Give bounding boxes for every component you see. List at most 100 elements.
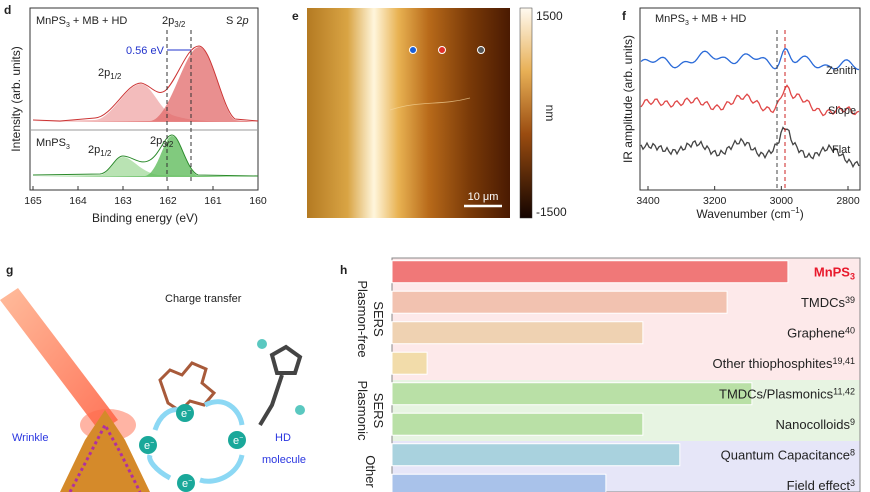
text-part: 3 xyxy=(66,22,70,29)
spectrum xyxy=(640,126,860,169)
plot-frame xyxy=(639,7,861,191)
afm-feature xyxy=(389,97,471,111)
electron xyxy=(139,436,157,454)
spectra xyxy=(640,47,860,169)
x-tick-label: 3400 xyxy=(636,195,660,207)
text-part: 3/2 xyxy=(162,140,174,149)
probe-point xyxy=(438,46,446,54)
text-part: 39 xyxy=(845,295,855,305)
label: HD xyxy=(275,432,291,444)
x-tick-label: 3200 xyxy=(703,195,727,207)
bar xyxy=(391,321,644,345)
panel-letter: h xyxy=(340,263,347,277)
fit-peak xyxy=(33,47,258,122)
category-label: TMDCs39 xyxy=(801,295,855,310)
x-tick-label: 164 xyxy=(69,195,87,207)
text-part: 3/2 xyxy=(174,20,186,29)
text-part: − xyxy=(187,408,191,415)
category-label: Nanocolloids9 xyxy=(776,417,855,432)
electron xyxy=(228,431,246,449)
text-part: TMDCs xyxy=(801,295,846,310)
colorbar-max: 1500 xyxy=(536,9,563,23)
panel-letter: g xyxy=(6,263,13,277)
electron xyxy=(176,404,194,422)
text-part: ) xyxy=(800,207,804,221)
text-part: 40 xyxy=(845,326,855,336)
text-part: −1 xyxy=(791,206,801,215)
panel-letter: f xyxy=(622,9,627,23)
group-label: SERS xyxy=(371,301,386,337)
core-label: S 2p xyxy=(226,15,249,27)
group-label: SERS xyxy=(371,393,386,429)
sample-label: MnPS3 xyxy=(36,137,70,151)
text-part: e xyxy=(181,408,187,420)
electron xyxy=(177,474,195,492)
hd-molecule xyxy=(258,344,303,427)
x-ticks: 165 164 163 162 161 160 xyxy=(24,186,267,207)
peak-label: 2p1/2 xyxy=(88,144,112,158)
trace-label: Zenith xyxy=(826,65,857,77)
label: molecule xyxy=(262,454,306,466)
text-part: Quantum Capacitance xyxy=(721,448,850,463)
panel-letter: e xyxy=(292,9,299,23)
electron-label: e− xyxy=(181,408,191,420)
probe-point xyxy=(477,46,485,54)
text-part: 1/2 xyxy=(100,149,112,158)
bar xyxy=(391,351,428,375)
text-part: 3 xyxy=(685,20,689,27)
text-part: S 2 xyxy=(226,15,243,27)
bar xyxy=(391,412,644,436)
text-part: 11,42 xyxy=(833,387,855,397)
text-part: − xyxy=(188,478,192,485)
text-part: 2p xyxy=(98,67,110,79)
text-part: Nanocolloids xyxy=(776,417,851,432)
category-label: Other thiophosphites19,41 xyxy=(713,356,856,371)
group-label: Plasmonic xyxy=(355,381,370,441)
text-part: TMDCs/Plasmonics xyxy=(719,387,834,402)
text-part: e xyxy=(182,478,188,490)
text-part: Field effect xyxy=(787,478,851,492)
sample-label: MnPS3 + MB + HD xyxy=(36,15,127,29)
x-axis-label: Wavenumber (cm−1) xyxy=(696,206,803,221)
text-part: 19,41 xyxy=(832,356,855,366)
peak-label: 2p3/2 xyxy=(150,135,174,149)
text-part: 2p xyxy=(162,15,174,27)
bar xyxy=(391,473,607,492)
text-part: MnPS xyxy=(655,13,685,25)
text-part: 2p xyxy=(88,144,100,156)
spectrum xyxy=(640,84,860,117)
category-label: Quantum Capacitance8 xyxy=(721,448,855,463)
text-part: 3 xyxy=(850,478,855,488)
text-part: 1/2 xyxy=(110,72,122,81)
text-part: 8 xyxy=(850,448,855,458)
text-part: Other thiophosphites xyxy=(713,356,833,371)
spectrum xyxy=(640,47,860,71)
panel-e: e 10 μm 1500 -1500 nm xyxy=(292,7,567,219)
category-label: MnPS3 xyxy=(814,265,855,282)
bar xyxy=(391,443,681,467)
peak-label: 2p1/2 xyxy=(98,67,122,81)
fit-envelope xyxy=(32,45,259,122)
bar xyxy=(391,290,728,314)
electron-label: e− xyxy=(233,435,243,447)
plot-frame xyxy=(391,257,861,492)
colorbar-unit: nm xyxy=(543,105,557,122)
atom xyxy=(295,405,305,415)
text-part: MnPS xyxy=(36,137,66,149)
shift-label: 0.56 eV xyxy=(126,45,165,57)
x-tick-label: 163 xyxy=(114,195,132,207)
fit-envelope xyxy=(32,134,259,177)
electrons: e−e−e−e− xyxy=(139,404,246,492)
text-part: + MB + HD xyxy=(70,15,128,27)
wrinkle-lattice xyxy=(60,410,150,492)
text-part: MnPS xyxy=(814,265,850,280)
x-tick-label: 160 xyxy=(249,195,267,207)
trace-label: Slope xyxy=(828,105,856,117)
text-part: Wavenumber (cm xyxy=(696,207,790,221)
electron-label: e− xyxy=(182,478,192,490)
text-part: 3 xyxy=(66,144,70,151)
y-axis-label: IR amplitude (arb. units) xyxy=(621,35,635,163)
